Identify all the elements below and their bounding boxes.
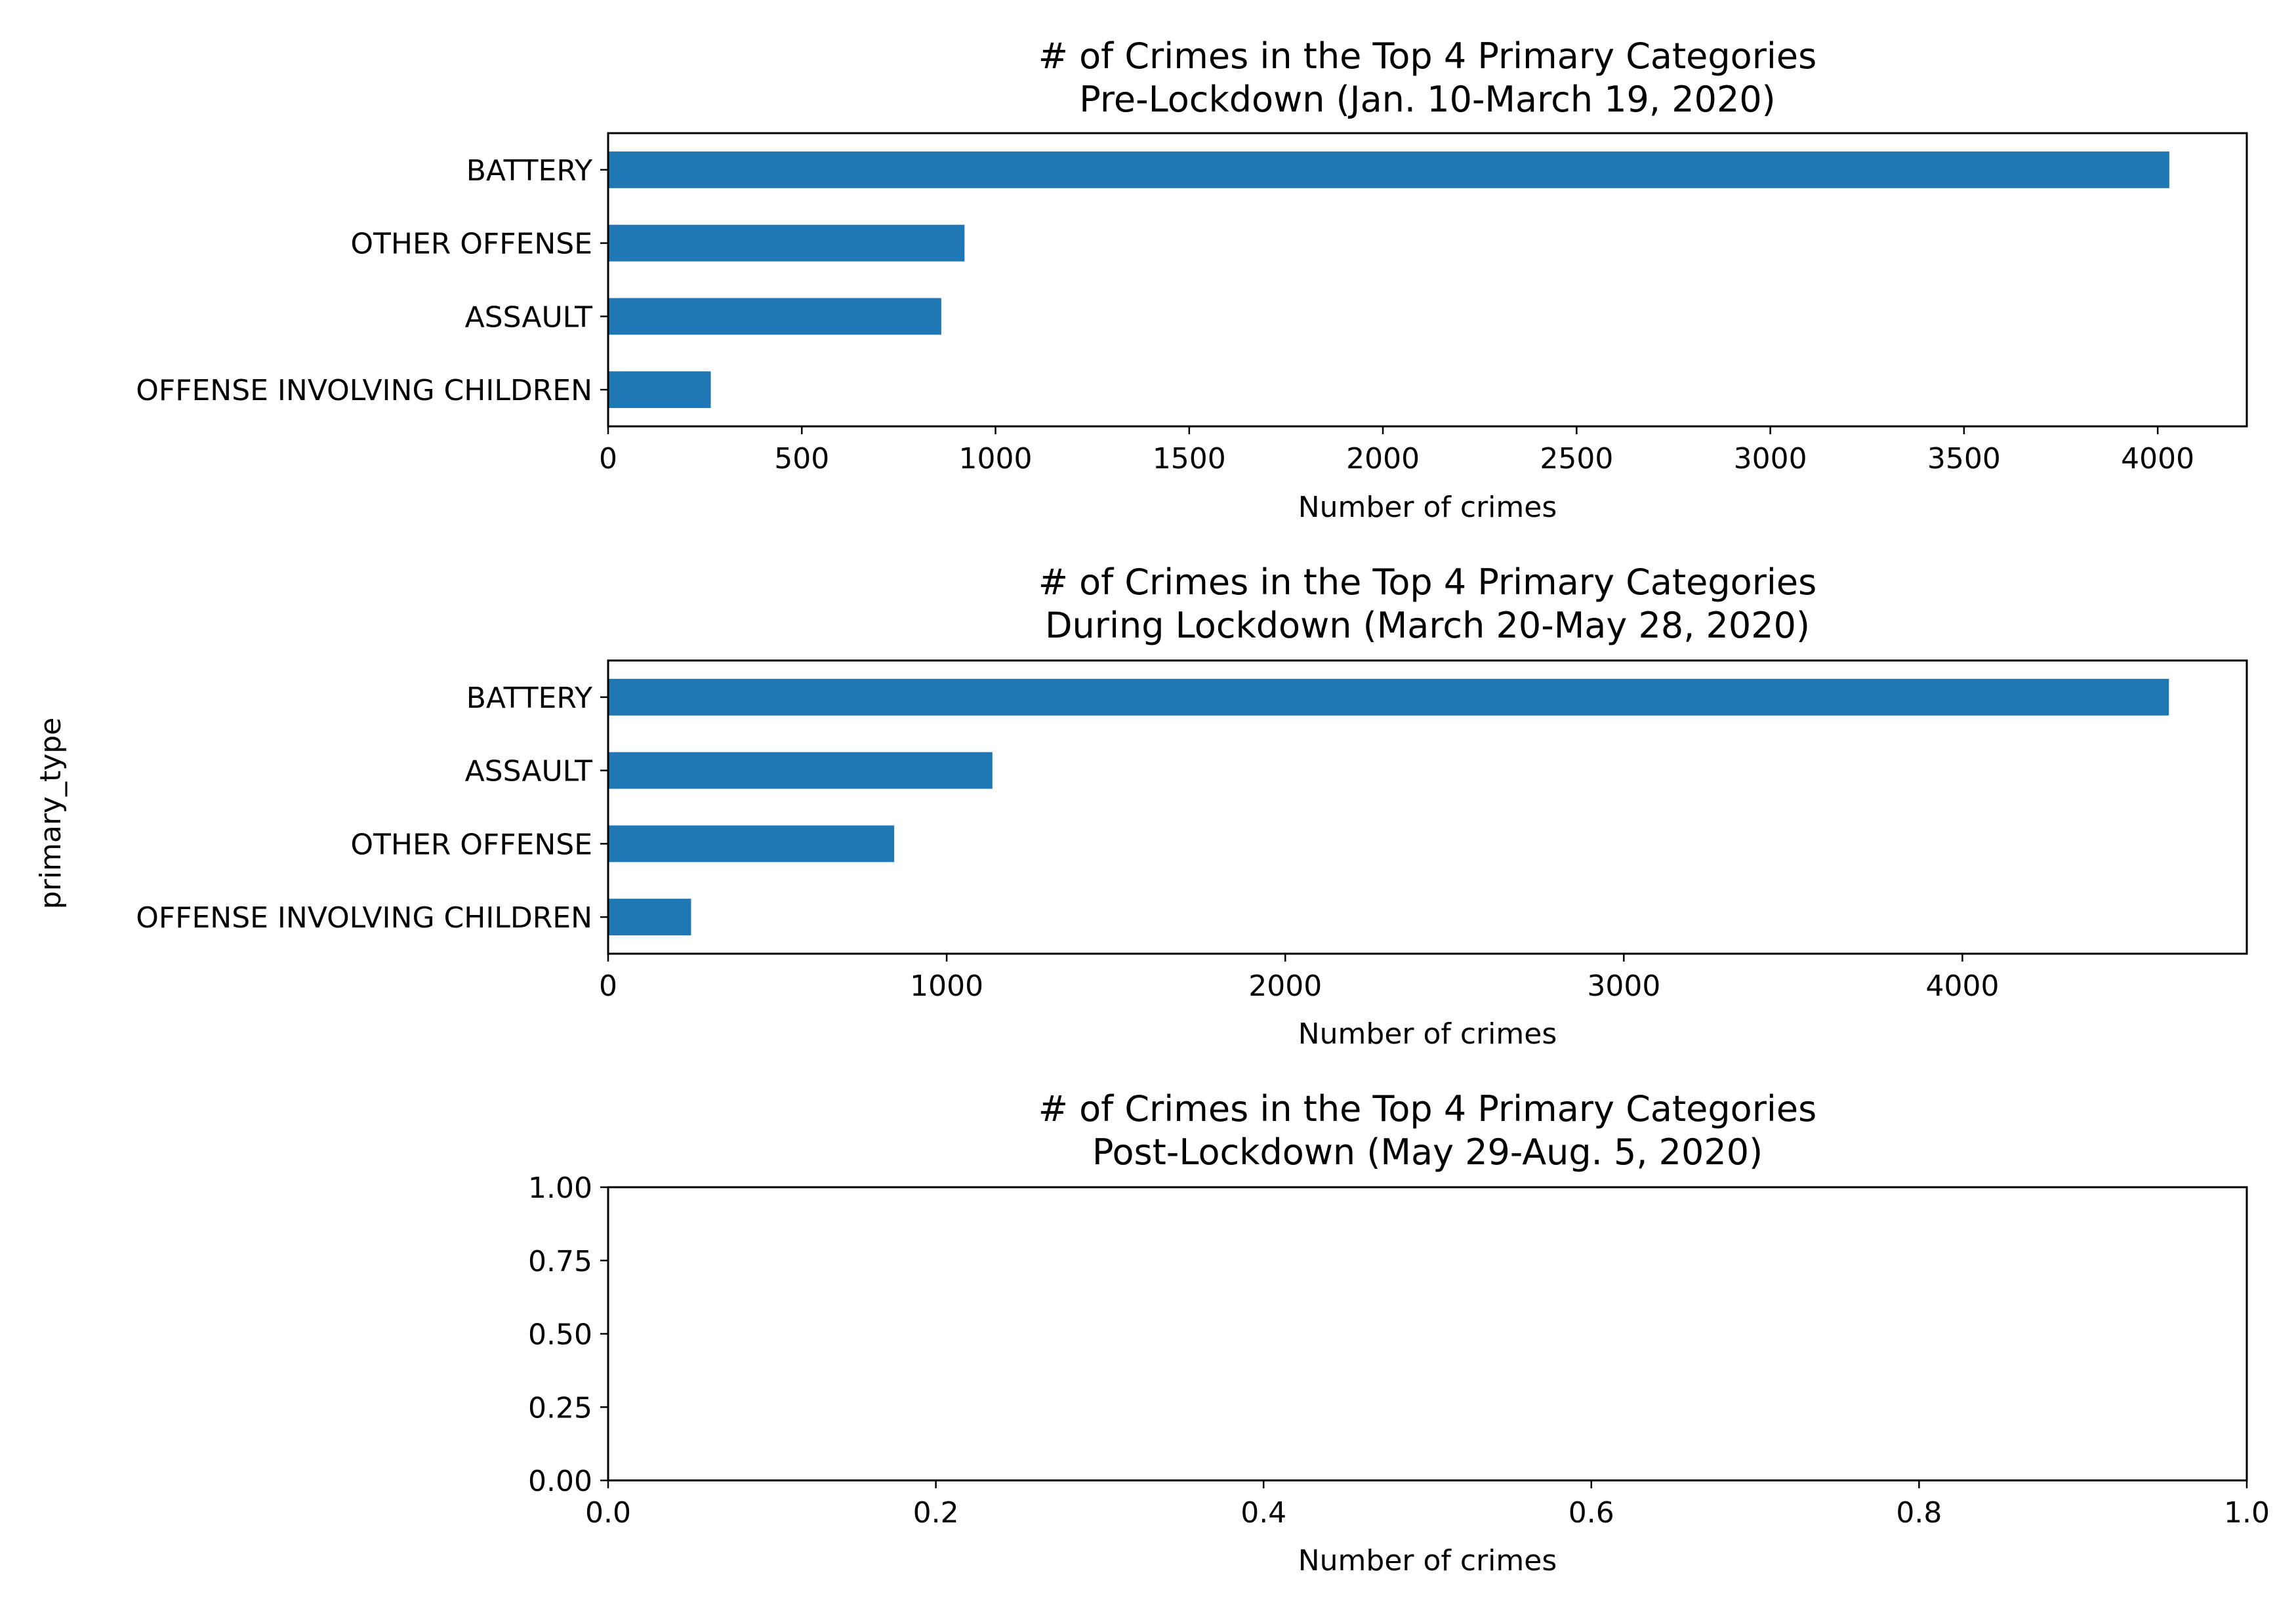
subplot-1-category-label: ASSAULT <box>465 300 593 334</box>
subplot-3-xtick-label: 0.0 <box>585 1496 631 1530</box>
subplot-1-category-label: BATTERY <box>466 154 592 188</box>
subplot-2-xtick-label: 0 <box>599 969 617 1003</box>
subplot-2-xtick-label: 2000 <box>1248 969 1322 1003</box>
subplot-2-frame <box>607 659 2248 955</box>
subplot-2-bar <box>608 825 895 863</box>
subplot-2-bar <box>608 678 2169 716</box>
subplot-1-xtick-label: 3000 <box>1734 442 1807 476</box>
subplot-1-bar <box>608 224 965 262</box>
subplot-2-category-label: OTHER OFFENSE <box>350 828 592 861</box>
subplot-2-category-label: BATTERY <box>466 681 592 715</box>
subplot-3-ytick-label: 0.25 <box>528 1391 592 1425</box>
subplot-pre-lockdown: # of Crimes in the Top 4 Primary Categor… <box>136 35 2248 524</box>
subplot-2-xlabel: Number of crimes <box>1298 1017 1557 1051</box>
subplot-post-lockdown: # of Crimes in the Top 4 Primary Categor… <box>528 1088 2270 1577</box>
subplot-3-plot-area: 0.0 0.2 0.4 0.6 0.8 1.0 0.00 0.25 0.50 0.75 1.00 <box>528 1171 2270 1530</box>
subplot-1-category-label: OFFENSE INVOLVING CHILDREN <box>136 374 592 407</box>
subplot-1-xlabel: Number of crimes <box>1298 491 1557 524</box>
subplot-3-xtick-label: 0.6 <box>1568 1496 1614 1530</box>
subplot-1-xtick-label: 2000 <box>1346 442 1420 476</box>
subplot-1-plot-area: 0 500 1000 1500 2000 2500 3000 3500 4000 BATTERY O… <box>136 151 2194 476</box>
subplot-1-bar <box>608 298 941 335</box>
subplot-1-xtick-label: 0 <box>599 442 617 476</box>
subplot-2-title: # of Crimes in the Top 4 Primary Categor… <box>1038 561 1817 603</box>
subplot-3-subtitle: Post-Lockdown (May 29-Aug. 5, 2020) <box>1092 1131 1763 1173</box>
subplot-2-xtick-label: 4000 <box>1925 969 1999 1003</box>
subplot-3-ytick-label: 0.75 <box>528 1245 592 1278</box>
subplot-1-category-label: OTHER OFFENSE <box>350 228 592 261</box>
subplot-3-xtick-label: 0.2 <box>913 1496 959 1530</box>
subplot-1-bar <box>608 151 2169 188</box>
subplot-3-ytick-label: 1.00 <box>528 1171 592 1205</box>
subplot-2-xtick-label: 3000 <box>1587 969 1660 1003</box>
subplot-2-subtitle: During Lockdown (March 20-May 28, 2020) <box>1045 605 1810 646</box>
subplot-1-xtick-label: 4000 <box>2121 442 2194 476</box>
shared-ylabel: primary_type <box>34 718 68 910</box>
subplot-3-xtick-label: 1.0 <box>2224 1496 2270 1530</box>
subplot-3-ytick-label: 0.50 <box>528 1318 592 1352</box>
subplot-3-frame <box>607 1186 2248 1482</box>
subplot-1-xtick-label: 2500 <box>1540 442 1613 476</box>
subplot-1-xtick-label: 3500 <box>1927 442 2001 476</box>
subplot-1-frame <box>607 132 2248 428</box>
subplot-3-ytick-label: 0.00 <box>528 1465 592 1498</box>
subplot-2-xtick-label: 1000 <box>910 969 983 1003</box>
subplot-1-xtick-label: 500 <box>774 442 829 476</box>
subplot-3-xlabel: Number of crimes <box>1298 1544 1557 1577</box>
subplot-2-bar <box>608 752 993 789</box>
subplot-1-xtick-label: 1000 <box>959 442 1033 476</box>
subplot-3-xtick-label: 0.4 <box>1240 1496 1286 1530</box>
subplot-1-subtitle: Pre-Lockdown (Jan. 10-March 19, 2020) <box>1079 79 1776 120</box>
subplot-2-bar <box>608 899 691 936</box>
subplot-1-bar <box>608 371 711 409</box>
subplot-3-xtick-label: 0.8 <box>1896 1496 1942 1530</box>
subplot-3-title: # of Crimes in the Top 4 Primary Categor… <box>1038 1088 1817 1129</box>
subplot-2-category-label: OFFENSE INVOLVING CHILDREN <box>136 901 592 935</box>
subplot-1-xtick-label: 1500 <box>1153 442 1226 476</box>
subplot-during-lockdown: # of Crimes in the Top 4 Primary Categor… <box>136 561 2248 1051</box>
subplot-1-title: # of Crimes in the Top 4 Primary Categor… <box>1038 35 1817 77</box>
subplot-2-category-label: ASSAULT <box>465 755 593 788</box>
subplot-2-plot-area: 0 1000 2000 3000 4000 BATTERY ASSAULT OTHER OFF… <box>136 678 2169 1003</box>
